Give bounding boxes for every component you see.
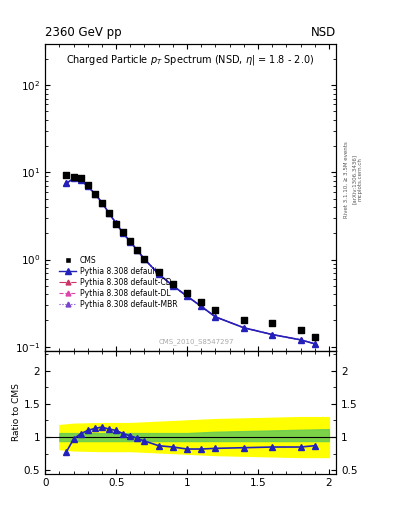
Point — [184, 289, 190, 297]
Point — [241, 315, 247, 324]
Point — [70, 173, 77, 181]
Point — [106, 209, 112, 217]
Text: mcplots.cern.ch: mcplots.cern.ch — [358, 157, 363, 201]
Point — [298, 326, 304, 334]
Point — [156, 268, 162, 276]
Point — [198, 297, 204, 306]
Point — [113, 220, 119, 228]
Point — [99, 199, 105, 207]
Point — [141, 255, 148, 263]
Point — [77, 174, 84, 182]
Text: Charged Particle $p_T$ Spectrum (NSD, $\eta$| = 1.8 - 2.0): Charged Particle $p_T$ Spectrum (NSD, $\… — [66, 53, 315, 67]
Point — [63, 171, 70, 179]
Text: Rivet 3.1.10, ≥ 3.5M events: Rivet 3.1.10, ≥ 3.5M events — [344, 141, 349, 218]
Point — [127, 237, 134, 245]
Point — [84, 181, 91, 189]
Text: NSD: NSD — [311, 26, 336, 39]
Point — [134, 246, 141, 254]
Point — [170, 280, 176, 288]
Y-axis label: Ratio to CMS: Ratio to CMS — [12, 383, 21, 441]
Point — [120, 228, 127, 237]
Legend: CMS, Pythia 8.308 default, Pythia 8.308 default-CD, Pythia 8.308 default-DL, Pyt: CMS, Pythia 8.308 default, Pythia 8.308 … — [58, 254, 179, 310]
Point — [269, 319, 275, 327]
Text: [arXiv:1306.3436]: [arXiv:1306.3436] — [352, 154, 357, 204]
Text: CMS_2010_S8547297: CMS_2010_S8547297 — [159, 338, 234, 345]
Point — [312, 333, 318, 342]
Text: 2360 GeV pp: 2360 GeV pp — [45, 26, 122, 39]
Point — [92, 190, 98, 198]
Point — [212, 306, 219, 314]
